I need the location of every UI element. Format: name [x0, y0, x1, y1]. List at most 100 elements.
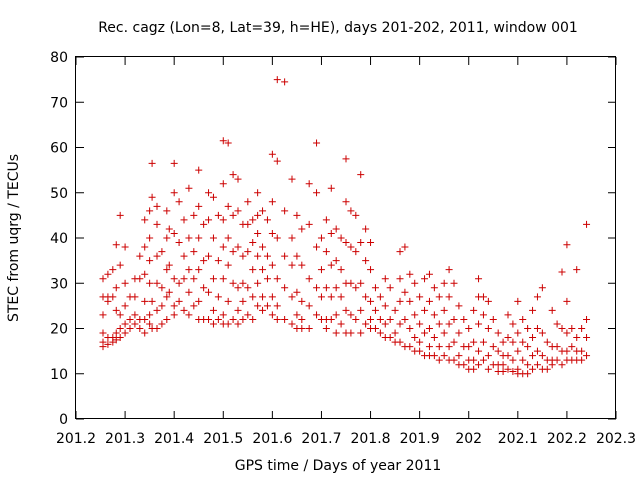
data-point: [259, 243, 267, 251]
data-point: [347, 279, 355, 287]
data-point: [175, 279, 183, 287]
data-point: [484, 365, 492, 373]
data-point: [529, 334, 537, 342]
data-point: [578, 347, 586, 355]
data-point: [460, 315, 468, 323]
data-point: [224, 261, 232, 269]
data-point: [578, 325, 586, 332]
data-point: [298, 325, 306, 332]
data-point: [195, 202, 203, 210]
data-point: [362, 225, 370, 233]
data-point: [347, 311, 355, 319]
data-point: [337, 234, 345, 242]
data-point: [484, 297, 492, 305]
data-point: [332, 329, 340, 337]
data-point: [99, 343, 107, 351]
data-point: [281, 207, 289, 215]
data-point: [509, 320, 517, 328]
plot-frame: [75, 56, 616, 419]
data-point: [470, 365, 478, 373]
data-point: [425, 325, 433, 332]
data-point: [158, 284, 166, 292]
data-point: [558, 268, 566, 276]
data-point: [425, 343, 433, 351]
data-point: [259, 306, 267, 314]
data-point: [583, 352, 591, 360]
data-point: [583, 334, 591, 342]
data-point: [293, 211, 301, 219]
data-point: [249, 266, 257, 274]
data-point: [558, 361, 566, 369]
data-point: [148, 159, 156, 167]
data-point: [563, 347, 571, 355]
data-point: [411, 334, 419, 342]
data-point: [435, 293, 443, 301]
data-point: [416, 347, 424, 355]
data-point: [224, 320, 232, 328]
data-point: [583, 220, 591, 228]
y-tick-label: 40: [50, 231, 68, 247]
data-point: [396, 275, 404, 283]
data-point: [440, 306, 448, 314]
data-point: [141, 315, 149, 323]
data-point: [121, 320, 129, 328]
data-point: [425, 297, 433, 305]
data-point: [170, 189, 178, 197]
data-point: [386, 334, 394, 342]
data-point: [406, 270, 414, 278]
data-point: [229, 211, 237, 219]
data-point: [524, 361, 532, 369]
data-point: [205, 315, 213, 323]
data-point: [548, 361, 556, 369]
data-point: [514, 347, 522, 355]
data-point: [254, 252, 262, 260]
data-point: [249, 293, 257, 301]
data-point: [163, 234, 171, 242]
data-point: [313, 311, 321, 319]
data-point: [209, 320, 217, 328]
data-point: [470, 356, 478, 364]
data-point: [153, 325, 161, 332]
data-point: [148, 193, 156, 201]
data-point: [342, 306, 350, 314]
data-point: [381, 320, 389, 328]
data-point: [141, 329, 149, 337]
data-point: [421, 306, 429, 314]
data-point: [244, 248, 252, 256]
data-point: [396, 320, 404, 328]
data-point: [332, 284, 340, 292]
data-point: [322, 284, 330, 292]
data-point: [533, 293, 541, 301]
data-point: [170, 275, 178, 283]
data-point: [170, 302, 178, 310]
data-point: [180, 216, 188, 224]
data-point: [421, 275, 429, 283]
data-point: [573, 266, 581, 274]
data-point: [455, 352, 463, 360]
data-point: [305, 180, 313, 188]
data-point: [435, 320, 443, 328]
data-point: [249, 216, 257, 224]
data-point: [268, 198, 276, 206]
data-point: [158, 248, 166, 256]
data-point: [244, 198, 252, 206]
data-point: [219, 311, 227, 319]
data-point: [538, 352, 546, 360]
data-point: [357, 306, 365, 314]
data-point: [281, 315, 289, 323]
data-point: [244, 220, 252, 228]
data-point: [553, 356, 561, 364]
data-point: [214, 315, 222, 323]
data-point: [484, 352, 492, 360]
data-point: [391, 306, 399, 314]
data-point: [136, 325, 144, 332]
data-point: [396, 297, 404, 305]
data-point: [239, 297, 247, 305]
data-point: [209, 234, 217, 242]
y-tick-label: 80: [50, 50, 68, 66]
data-point: [205, 189, 213, 197]
data-point: [244, 311, 252, 319]
data-point: [126, 325, 134, 332]
data-point: [376, 329, 384, 337]
data-point: [259, 293, 267, 301]
